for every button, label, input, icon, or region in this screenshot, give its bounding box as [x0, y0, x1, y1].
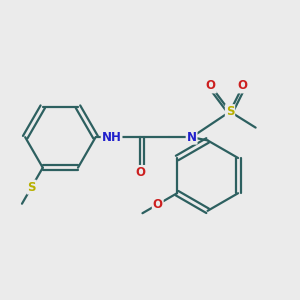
- Text: O: O: [206, 80, 216, 92]
- Text: O: O: [135, 166, 146, 179]
- Text: O: O: [238, 80, 248, 92]
- Text: S: S: [226, 105, 234, 118]
- Text: N: N: [187, 131, 196, 144]
- Text: NH: NH: [102, 131, 122, 144]
- Text: S: S: [27, 181, 36, 194]
- Text: O: O: [153, 198, 163, 211]
